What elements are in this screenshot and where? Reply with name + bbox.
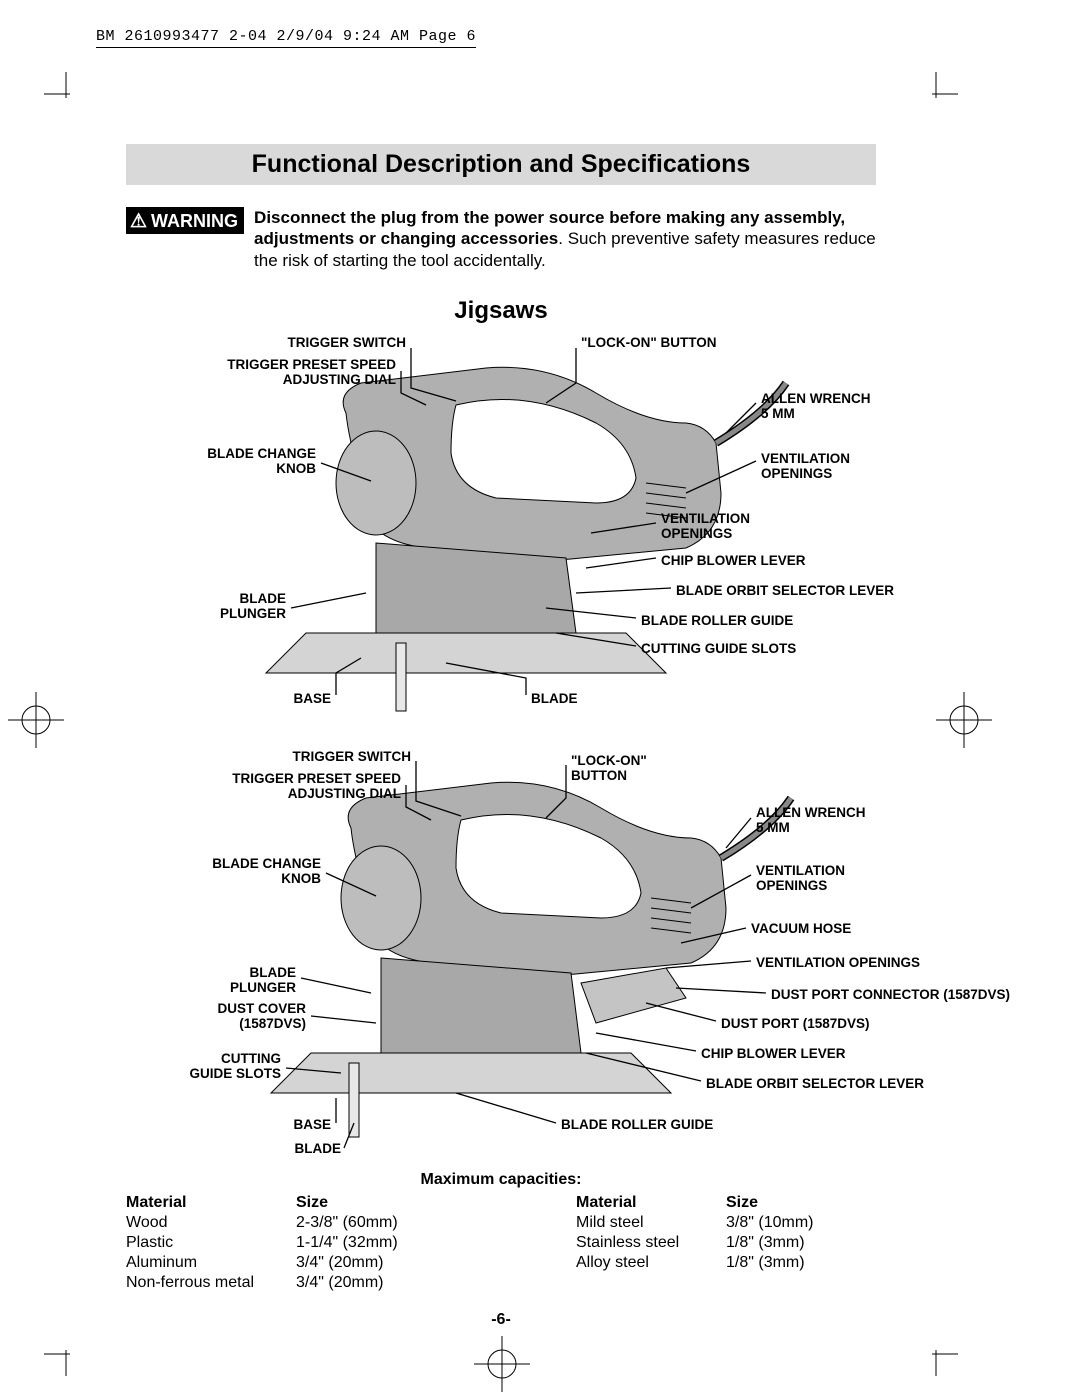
d2-blade: BLADE bbox=[295, 1141, 342, 1157]
d2-allen-b: 5 MM bbox=[756, 820, 790, 836]
d1-vent2-b: OPENINGS bbox=[661, 526, 732, 542]
warning-text: Disconnect the plug from the power sourc… bbox=[254, 207, 876, 271]
d2-lockon-b: BUTTON bbox=[571, 768, 627, 784]
d1-blade: BLADE bbox=[531, 691, 578, 707]
d2-lockon-a: "LOCK-ON" bbox=[571, 753, 647, 769]
d2-vent1-b: OPENINGS bbox=[756, 878, 827, 894]
crop-tl bbox=[44, 72, 82, 110]
d2-allen-a: ALLEN WRENCH bbox=[756, 805, 866, 821]
d2-trigger-switch: TRIGGER SWITCH bbox=[293, 749, 412, 765]
d2-blade-plunger-a: BLADE bbox=[250, 965, 297, 981]
d1-cutting-slots: CUTTING GUIDE SLOTS bbox=[641, 641, 796, 657]
warning-badge-label: WARNING bbox=[151, 211, 238, 232]
d1-blade-plunger-b: PLUNGER bbox=[220, 606, 286, 622]
d1-vent1-b: OPENINGS bbox=[761, 466, 832, 482]
d1-lockon: "LOCK-ON" BUTTON bbox=[581, 335, 717, 351]
d2-dust-cover-b: (1587DVS) bbox=[239, 1016, 306, 1032]
capacities-col-1: Material Wood Plastic Aluminum Non-ferro… bbox=[126, 1193, 446, 1293]
d2-roller-guide: BLADE ROLLER GUIDE bbox=[561, 1117, 713, 1133]
page-content: Functional Description and Specification… bbox=[126, 144, 876, 1329]
d1-chip-blower: CHIP BLOWER LEVER bbox=[661, 553, 806, 569]
warning-block: ⚠ WARNING Disconnect the plug from the p… bbox=[126, 207, 876, 271]
crop-bl bbox=[44, 1338, 82, 1376]
diagram-2: TRIGGER SWITCH TRIGGER PRESET SPEED ADJU… bbox=[126, 743, 876, 1163]
d1-base: BASE bbox=[293, 691, 331, 707]
d1-allen-a: ALLEN WRENCH bbox=[761, 391, 871, 407]
registration-left bbox=[8, 692, 64, 748]
d2-cutting-slots-a: CUTTING bbox=[221, 1051, 281, 1067]
d2-vacuum-hose: VACUUM HOSE bbox=[751, 921, 851, 937]
d2-blade-plunger-b: PLUNGER bbox=[230, 980, 296, 996]
capacities-table: Maximum capacities: Material Wood Plasti… bbox=[126, 1171, 876, 1293]
warning-icon: ⚠ bbox=[130, 212, 147, 231]
d1-orbit-lever: BLADE ORBIT SELECTOR LEVER bbox=[676, 583, 894, 599]
warning-badge: ⚠ WARNING bbox=[126, 207, 244, 234]
crop-br bbox=[920, 1338, 958, 1376]
d2-cutting-slots-b: GUIDE SLOTS bbox=[189, 1066, 281, 1082]
registration-right bbox=[936, 692, 992, 748]
d2-dust-connector: DUST PORT CONNECTOR (1587DVS) bbox=[771, 987, 1010, 1003]
d2-vent2: VENTILATION OPENINGS bbox=[756, 955, 920, 971]
d1-blade-change-a: BLADE CHANGE bbox=[207, 446, 316, 462]
d1-blade-change-b: KNOB bbox=[276, 461, 316, 477]
d2-vent1-a: VENTILATION bbox=[756, 863, 845, 879]
d2-chip-blower: CHIP BLOWER LEVER bbox=[701, 1046, 846, 1062]
d2-dust-cover-a: DUST COVER bbox=[217, 1001, 306, 1017]
diagram-1: TRIGGER SWITCH TRIGGER PRESET SPEED ADJU… bbox=[126, 333, 876, 733]
d1-preset-dial-b: ADJUSTING DIAL bbox=[283, 372, 396, 388]
d1-vent2-a: VENTILATION bbox=[661, 511, 750, 527]
capacities-col-2: Material Mild steel Stainless steel Allo… bbox=[576, 1193, 856, 1293]
d1-roller-guide: BLADE ROLLER GUIDE bbox=[641, 613, 793, 629]
subtitle-jigsaws: Jigsaws bbox=[126, 297, 876, 325]
d2-orbit-lever: BLADE ORBIT SELECTOR LEVER bbox=[706, 1076, 924, 1092]
d2-blade-change-b: KNOB bbox=[281, 871, 321, 887]
d2-preset-dial-b: ADJUSTING DIAL bbox=[288, 786, 401, 802]
d2-blade-change-a: BLADE CHANGE bbox=[212, 856, 321, 872]
d1-blade-plunger-a: BLADE bbox=[240, 591, 287, 607]
print-meta-header: BM 2610993477 2-04 2/9/04 9:24 AM Page 6 bbox=[96, 28, 476, 48]
d2-base: BASE bbox=[293, 1117, 331, 1133]
d2-preset-dial-a: TRIGGER PRESET SPEED bbox=[232, 771, 401, 787]
section-title: Functional Description and Specification… bbox=[126, 144, 876, 185]
d1-preset-dial-a: TRIGGER PRESET SPEED bbox=[227, 357, 396, 373]
d1-allen-b: 5 MM bbox=[761, 406, 795, 422]
page-number: -6- bbox=[126, 1311, 876, 1329]
d1-vent1-a: VENTILATION bbox=[761, 451, 850, 467]
crop-tr bbox=[920, 72, 958, 110]
d1-trigger-switch: TRIGGER SWITCH bbox=[288, 335, 407, 351]
d2-dust-port: DUST PORT (1587DVS) bbox=[721, 1016, 870, 1032]
registration-bottom bbox=[474, 1336, 530, 1392]
capacities-title: Maximum capacities: bbox=[126, 1171, 876, 1189]
